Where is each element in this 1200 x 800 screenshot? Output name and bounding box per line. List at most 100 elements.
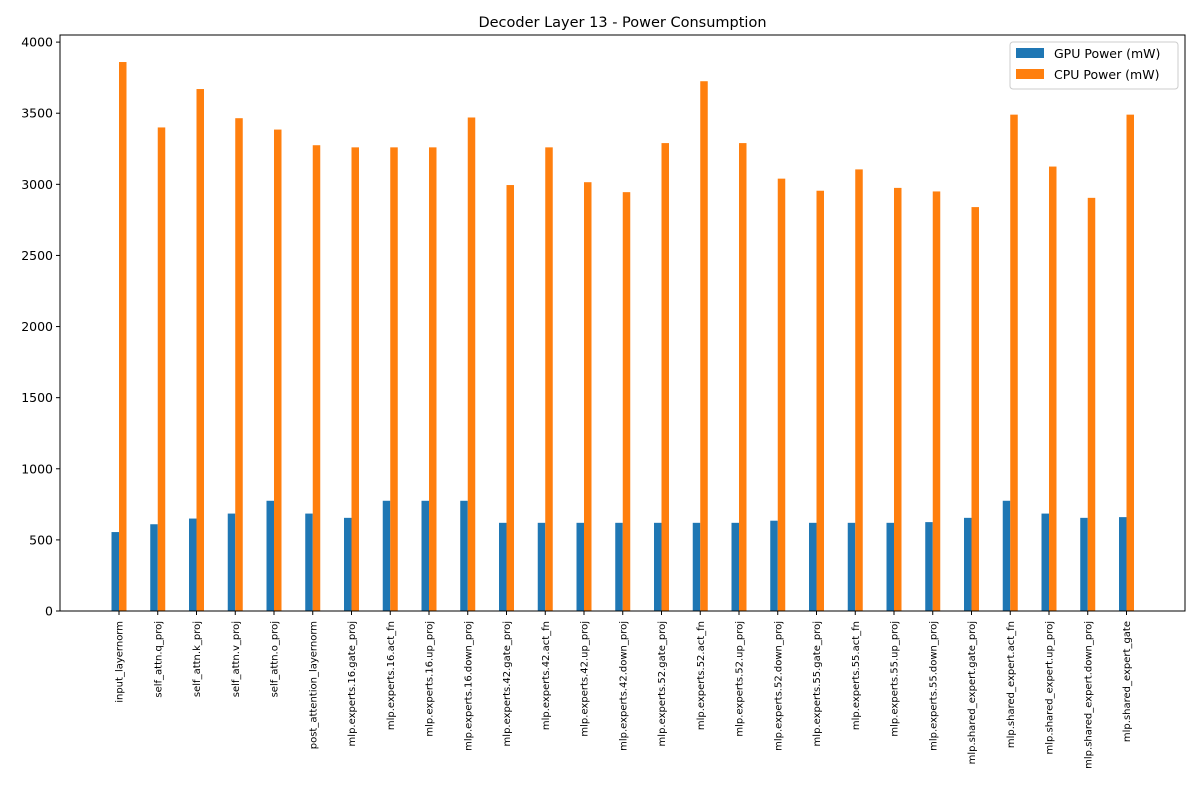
bar — [1119, 517, 1127, 611]
bar — [312, 145, 321, 611]
legend-swatch — [1016, 48, 1044, 58]
bar-series-0 — [111, 500, 1127, 611]
bar — [661, 143, 669, 612]
x-tick-label: mlp.experts.52.down_proj — [773, 621, 784, 751]
y-tick-label: 2000 — [21, 319, 53, 334]
x-tick-label: self_attn.o_proj — [270, 621, 281, 697]
bar — [150, 524, 158, 611]
bar — [1010, 114, 1018, 612]
bar — [855, 169, 863, 611]
x-tick-label: mlp.experts.52.gate_proj — [657, 621, 668, 746]
bar — [1080, 517, 1088, 611]
bar — [274, 129, 282, 612]
bar — [1126, 114, 1134, 612]
bar — [111, 532, 119, 611]
x-tick-label: mlp.experts.16.gate_proj — [347, 621, 358, 746]
plot-frame — [59, 34, 1186, 612]
bar — [421, 500, 429, 611]
chart-title: Decoder Layer 13 - Power Consumption — [478, 15, 766, 31]
legend: GPU Power (mW) CPU Power (mW) — [1009, 41, 1179, 90]
x-tick-label: mlp.experts.55.act_fn — [851, 621, 862, 730]
bar — [925, 522, 933, 611]
bar — [266, 500, 274, 611]
bar — [196, 89, 204, 612]
y-tick-label: 3000 — [21, 177, 53, 192]
bar — [157, 127, 166, 611]
bar — [460, 500, 468, 611]
x-tick-label: mlp.experts.52.up_proj — [735, 621, 746, 737]
bar — [467, 117, 476, 611]
bar-series-group — [111, 62, 1134, 612]
bar — [1087, 197, 1096, 611]
bar — [305, 513, 313, 611]
bar — [731, 522, 739, 611]
y-tick-label: 3500 — [21, 106, 53, 121]
y-tick-label: 2500 — [21, 248, 53, 263]
x-tick-label: mlp.experts.52.act_fn — [696, 621, 707, 730]
bar — [584, 182, 592, 611]
x-tick-label: mlp.experts.16.up_proj — [425, 621, 436, 737]
legend-box — [1009, 41, 1179, 90]
x-tick-label: self_attn.v_proj — [231, 621, 242, 697]
bar — [576, 522, 584, 611]
x-tick-label: mlp.experts.16.down_proj — [463, 621, 474, 751]
bar — [809, 522, 817, 611]
bar — [1041, 513, 1049, 611]
bar — [429, 147, 437, 611]
bar — [235, 118, 243, 611]
bar — [777, 178, 786, 611]
bar — [739, 143, 747, 612]
bar — [119, 62, 127, 612]
x-tick-label: input_layernorm — [115, 621, 126, 703]
bar — [506, 185, 514, 612]
bar — [971, 207, 979, 612]
y-tick-label: 4000 — [21, 35, 53, 50]
x-tick-label: mlp.shared_expert.up_proj — [1045, 621, 1056, 755]
y-axis: 0 500 1000 1500 2000 2500 3000 3500 4000 — [21, 35, 60, 619]
x-tick-label: mlp.shared_expert.act_fn — [1006, 621, 1017, 748]
bar — [189, 518, 197, 611]
bar — [816, 190, 824, 611]
bar-series-1 — [119, 62, 1134, 612]
x-tick-label: mlp.experts.55.up_proj — [890, 621, 901, 737]
y-tick-label: 500 — [29, 532, 53, 547]
bar — [351, 147, 359, 611]
x-tick-label: self_attn.q_proj — [153, 621, 164, 698]
bar — [964, 517, 972, 611]
bar — [932, 191, 941, 611]
x-tick-label: mlp.shared_expert_gate — [1122, 621, 1133, 742]
bar — [545, 147, 553, 611]
bar — [390, 147, 398, 611]
bar — [1049, 166, 1057, 612]
x-tick-label: mlp.experts.42.down_proj — [618, 621, 629, 751]
x-tick-label: mlp.shared_expert.down_proj — [1083, 621, 1094, 769]
bar — [499, 522, 507, 611]
legend-label: GPU Power (mW) — [1054, 46, 1160, 61]
bar — [847, 522, 856, 611]
x-tick-label: mlp.experts.42.act_fn — [541, 621, 552, 730]
bar — [692, 522, 701, 611]
bar — [615, 522, 623, 611]
bar — [700, 81, 708, 611]
x-tick-label: mlp.experts.42.up_proj — [580, 621, 591, 737]
bar — [537, 522, 546, 611]
x-tick-label: mlp.shared_expert.gate_proj — [967, 621, 978, 764]
bar — [382, 500, 391, 611]
bar — [1002, 500, 1011, 611]
bar — [894, 187, 902, 611]
bar — [770, 520, 778, 611]
x-tick-label: mlp.experts.55.down_proj — [928, 621, 939, 751]
y-tick-label: 1500 — [21, 390, 53, 405]
y-tick-label: 0 — [45, 604, 53, 619]
x-tick-label: mlp.experts.42.gate_proj — [502, 621, 513, 746]
legend-label: CPU Power (mW) — [1054, 67, 1159, 82]
bar — [622, 192, 631, 611]
bar — [227, 513, 236, 611]
x-tick-label: post_attention_layernorm — [308, 621, 319, 749]
x-tick-label: mlp.experts.16.act_fn — [386, 621, 397, 730]
bar — [654, 522, 662, 611]
y-tick-label: 1000 — [21, 461, 53, 476]
x-tick-label: self_attn.k_proj — [192, 621, 203, 697]
